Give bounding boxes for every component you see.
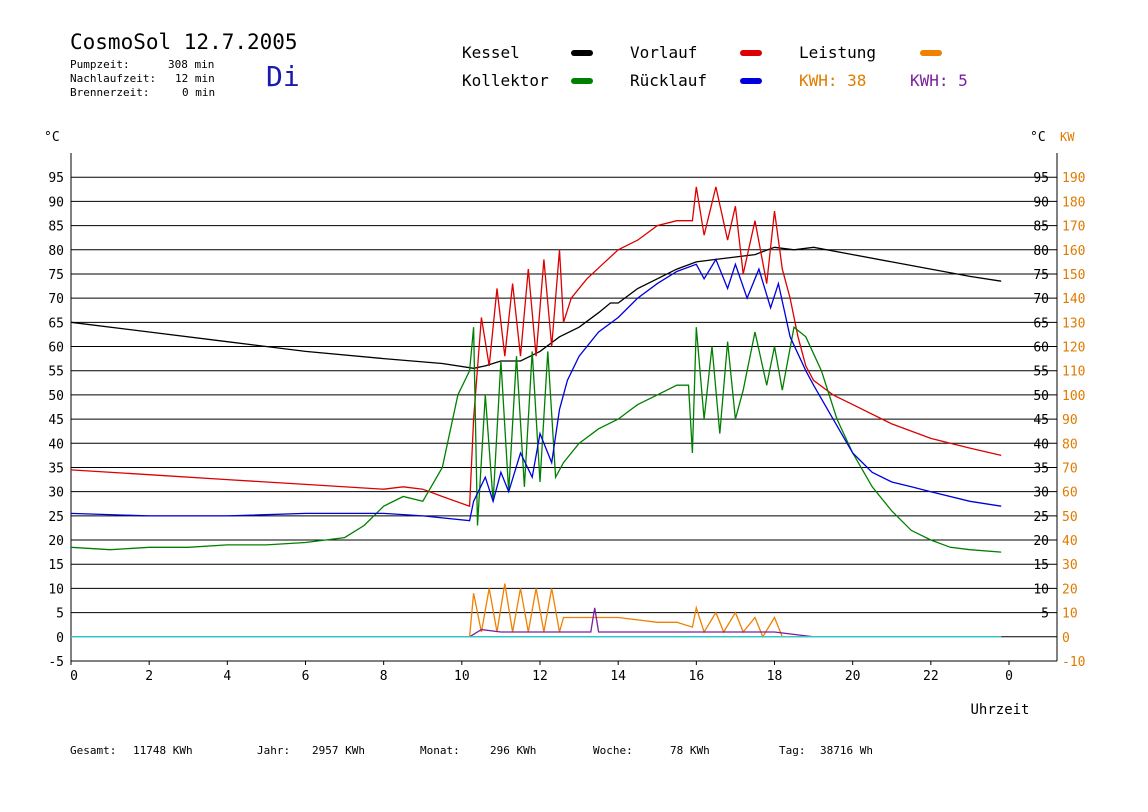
x-tick-label: 10 <box>454 669 470 684</box>
x-tick-label: 20 <box>845 669 861 684</box>
y-tick-label-right-power: 70 <box>1062 461 1078 476</box>
y-tick-label-right-power: 10 <box>1062 607 1078 622</box>
y-tick-label-right-temp: 25 <box>1033 510 1049 525</box>
y-tick-label-left: 80 <box>48 244 64 259</box>
footer-label: Gesamt: <box>70 744 116 757</box>
footer-value: 2957 KWh <box>312 744 365 757</box>
series-line-leistung <box>71 584 1001 637</box>
y-axis-unit-left: °C <box>44 130 60 145</box>
y-tick-label-right-power: 120 <box>1062 341 1085 356</box>
y-tick-label-left: 90 <box>48 195 64 210</box>
y-tick-label-right-temp: 85 <box>1033 220 1049 235</box>
footer-value: 38716 Wh <box>820 744 873 757</box>
x-tick-label: 18 <box>767 669 783 684</box>
y-tick-label-right-power: 170 <box>1062 220 1085 235</box>
y-tick-label-right-power: 90 <box>1062 413 1078 428</box>
y-tick-label-right-temp: 45 <box>1033 413 1049 428</box>
y-tick-label-left: 35 <box>48 461 64 476</box>
footer-label: Monat: <box>420 744 460 757</box>
footer-value: 78 KWh <box>670 744 710 757</box>
footer-value: 11748 KWh <box>133 744 193 757</box>
x-tick-label: 0 <box>1005 669 1013 684</box>
y-tick-label-right-power: 30 <box>1062 558 1078 573</box>
y-tick-label-left: 75 <box>48 268 64 283</box>
y-tick-label-left: 25 <box>48 510 64 525</box>
y-tick-label-left: 30 <box>48 486 64 501</box>
y-tick-label-right-power: 140 <box>1062 292 1085 307</box>
y-tick-label-right-power: 100 <box>1062 389 1085 404</box>
y-tick-label-right-power: 40 <box>1062 534 1078 549</box>
y-tick-label-left: 10 <box>48 582 64 597</box>
y-tick-label-right-power: 80 <box>1062 437 1078 452</box>
y-tick-label-left: 70 <box>48 292 64 307</box>
x-tick-label: 12 <box>532 669 548 684</box>
x-tick-label: 2 <box>145 669 153 684</box>
y-tick-label-left: 5 <box>56 607 64 622</box>
y-tick-label-right-power: 20 <box>1062 582 1078 597</box>
y-tick-label-left: 45 <box>48 413 64 428</box>
y-tick-label-right-power: 190 <box>1062 171 1085 186</box>
y-tick-label-right-temp: 80 <box>1033 244 1049 259</box>
y-axis-unit-power: KW <box>1060 130 1075 144</box>
y-tick-label-left: 50 <box>48 389 64 404</box>
y-tick-label-right-temp: 30 <box>1033 486 1049 501</box>
y-tick-label-left: 60 <box>48 341 64 356</box>
footer-label: Jahr: <box>257 744 290 757</box>
y-tick-label-right-temp: 10 <box>1033 582 1049 597</box>
y-tick-label-left: 65 <box>48 316 64 331</box>
x-tick-label: 8 <box>380 669 388 684</box>
y-tick-label-right-power: 50 <box>1062 510 1078 525</box>
y-tick-label-left: 20 <box>48 534 64 549</box>
y-tick-label-left: 95 <box>48 171 64 186</box>
x-tick-label: 16 <box>689 669 705 684</box>
y-tick-label-left: 40 <box>48 437 64 452</box>
y-tick-label-left: 55 <box>48 365 64 380</box>
y-tick-label-right-power: -10 <box>1062 655 1085 670</box>
x-tick-label: 6 <box>302 669 310 684</box>
y-tick-label-left: 85 <box>48 220 64 235</box>
y-tick-label-left: -5 <box>48 655 64 670</box>
footer-label: Tag: <box>779 744 806 757</box>
y-tick-label-right-temp: 20 <box>1033 534 1049 549</box>
footer-value: 296 KWh <box>490 744 536 757</box>
x-tick-label: 0 <box>70 669 78 684</box>
y-tick-label-right-temp: 40 <box>1033 437 1049 452</box>
y-tick-label-left: 0 <box>56 631 64 646</box>
y-tick-label-right-temp: 75 <box>1033 268 1049 283</box>
footer-label: Woche: <box>593 744 633 757</box>
y-tick-label-right-temp: 15 <box>1033 558 1049 573</box>
y-tick-label-right-power: 160 <box>1062 244 1085 259</box>
y-tick-label-right-temp: 90 <box>1033 195 1049 210</box>
y-tick-label-right-temp: 35 <box>1033 461 1049 476</box>
x-tick-label: 4 <box>223 669 231 684</box>
y-tick-label-right-temp: 65 <box>1033 316 1049 331</box>
y-tick-label-right-temp: 55 <box>1033 365 1049 380</box>
series-line-kollektor <box>71 327 1001 552</box>
y-tick-label-right-temp: 70 <box>1033 292 1049 307</box>
y-tick-label-right-temp: 60 <box>1033 341 1049 356</box>
x-axis-label: Uhrzeit <box>970 702 1029 718</box>
y-tick-label-right-temp: 5 <box>1041 607 1049 622</box>
y-tick-label-right-temp: 50 <box>1033 389 1049 404</box>
y-tick-label-right-power: 130 <box>1062 316 1085 331</box>
y-tick-label-right-power: 180 <box>1062 195 1085 210</box>
x-tick-label: 22 <box>923 669 939 684</box>
y-tick-label-right-power: 60 <box>1062 486 1078 501</box>
y-axis-unit-right: °C <box>1030 130 1046 145</box>
y-tick-label-right-power: 150 <box>1062 268 1085 283</box>
x-tick-label: 14 <box>610 669 626 684</box>
y-tick-label-right-power: 110 <box>1062 365 1085 380</box>
y-tick-label-left: 15 <box>48 558 64 573</box>
y-tick-label-right-temp: 95 <box>1033 171 1049 186</box>
y-tick-label-right-power: 0 <box>1062 631 1070 646</box>
